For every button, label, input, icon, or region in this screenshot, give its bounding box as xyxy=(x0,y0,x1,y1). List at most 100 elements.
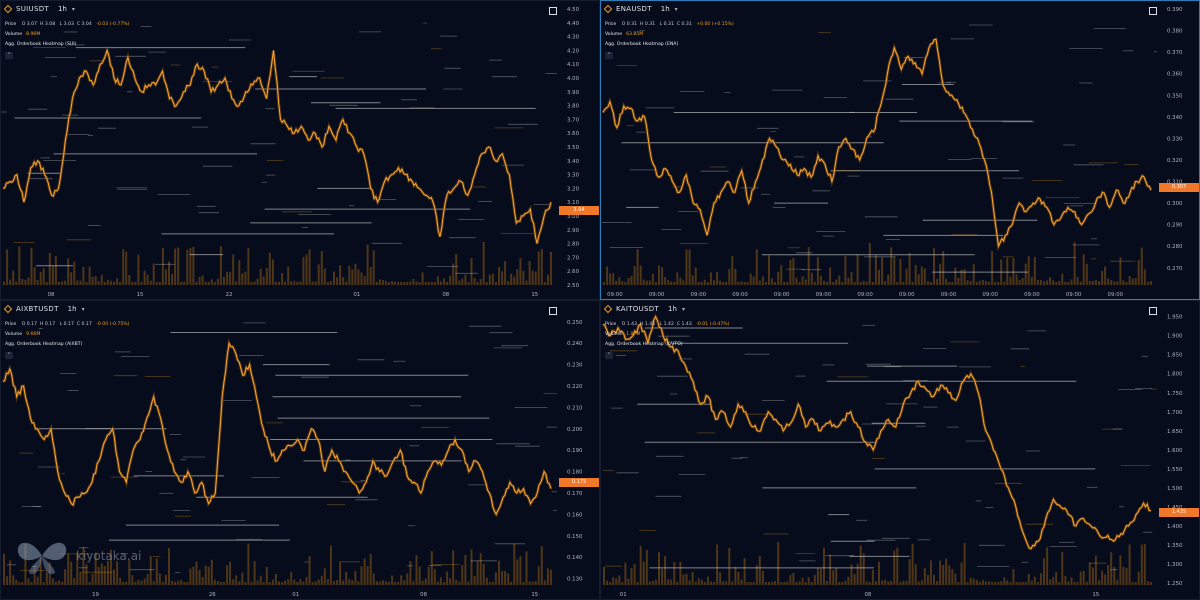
volume-bar xyxy=(491,273,494,285)
timeframe-selector[interactable]: 1h xyxy=(57,5,67,13)
volume-bar xyxy=(207,281,210,285)
volume-bar xyxy=(79,571,82,585)
y-tick-label: 3.50 xyxy=(567,145,580,151)
volume-bar xyxy=(798,282,801,285)
chart-panel-aixbtusdt[interactable]: 0.250 0.240 0.230 0.220 0.210 0.200 0.190 0.180… xyxy=(0,300,600,600)
volume-bar xyxy=(216,581,219,585)
collapse-legend-button[interactable]: ⌃ xyxy=(605,52,613,59)
volume-bar xyxy=(397,581,400,585)
collapse-legend-button[interactable]: ⌃ xyxy=(5,352,13,359)
chart-canvas[interactable]: 1.950 1.900 1.850 1.800 1.750 1.700 1.650 1.600… xyxy=(601,301,1200,600)
timeframe-selector[interactable]: 1h xyxy=(660,5,670,13)
ohlc-open: O 1.43 xyxy=(621,322,637,327)
volume-bar xyxy=(100,563,103,585)
symbol-header[interactable]: SUIUSDT 1h ▾ xyxy=(3,4,75,14)
y-tick-label: 2.70 xyxy=(567,255,580,261)
volume-bar xyxy=(85,282,88,285)
volume-bar xyxy=(1094,279,1097,285)
volume-bar xyxy=(262,276,265,285)
symbol-header[interactable]: KAITOUSDT 1h ▾ xyxy=(603,304,685,314)
volume-bar xyxy=(1046,280,1049,285)
volume-bar xyxy=(33,267,36,285)
fullscreen-icon[interactable] xyxy=(1149,307,1157,315)
chart-canvas[interactable]: 0.390 0.380 0.370 0.360 0.350 0.340 0.330 0.320… xyxy=(601,1,1200,300)
volume-bar xyxy=(180,579,183,585)
volume-bar xyxy=(1143,269,1146,285)
y-tick-label: 3.20 xyxy=(567,186,580,192)
symbol-name[interactable]: AIXBTUSDT xyxy=(16,305,59,313)
volume-bar xyxy=(746,282,749,285)
volume-bar xyxy=(388,581,390,585)
volume-bar xyxy=(317,264,320,285)
timeframe-selector[interactable]: 1h xyxy=(668,305,677,313)
chart-panel-enausdt[interactable]: 0.390 0.380 0.370 0.360 0.350 0.340 0.330 0.320… xyxy=(600,0,1200,300)
volume-bar xyxy=(271,259,274,285)
volume-bar xyxy=(204,282,207,285)
volume-bar xyxy=(67,258,70,285)
indicator-legend[interactable]: Agg. Orderbook Heatmap (SUI) xyxy=(5,42,77,47)
volume-bar xyxy=(229,561,232,585)
volume-value: 1.07M xyxy=(626,332,641,337)
volume-bar xyxy=(504,570,507,585)
collapse-legend-button[interactable]: ⌃ xyxy=(5,52,13,59)
volume-bar xyxy=(929,281,932,285)
symbol-name[interactable]: ENAUSDT xyxy=(616,5,652,13)
volume-bar xyxy=(314,581,317,585)
volume-bar xyxy=(664,276,667,285)
chevron-down-icon[interactable]: ▾ xyxy=(81,305,85,313)
volume-bar xyxy=(278,581,280,585)
volume-bar xyxy=(1143,543,1146,585)
x-axis: 09:00 09:00 09:00 09:00 09:00 09:00 09:00 09:00… xyxy=(607,292,1124,298)
fullscreen-icon[interactable] xyxy=(1149,7,1157,15)
y-tick-label: 0.290 xyxy=(1167,223,1183,229)
volume-bar xyxy=(1039,573,1042,585)
volume-bar xyxy=(241,572,244,585)
volume-bar xyxy=(528,260,531,285)
chevron-down-icon[interactable]: ▾ xyxy=(71,5,75,13)
volume-bar xyxy=(713,280,715,285)
volume-bar xyxy=(991,581,994,585)
chart-canvas[interactable]: 0.250 0.240 0.230 0.220 0.210 0.200 0.190 0.180… xyxy=(1,301,600,600)
symbol-header[interactable]: AIXBTUSDT 1h ▾ xyxy=(3,304,85,314)
chart-panel-suiusdt[interactable]: 4.50 4.40 4.30 4.20 4.10 4.00 3.90 3.80 3.70 3.60… xyxy=(0,0,600,300)
volume-bar xyxy=(116,278,119,285)
volume-bar xyxy=(1067,281,1070,285)
symbol-header[interactable]: ENAUSDT 1h ▾ xyxy=(603,4,678,14)
volume-bar xyxy=(192,566,195,585)
volume-bar xyxy=(149,280,152,285)
volume-bar xyxy=(917,274,920,285)
volume-bar xyxy=(323,568,326,585)
volume-bar xyxy=(633,266,636,285)
y-tick-label: 3.80 xyxy=(567,104,580,110)
volume-bar xyxy=(1024,582,1027,585)
volume-bar xyxy=(661,568,664,585)
volume-bar xyxy=(461,278,464,285)
indicator-legend[interactable]: Agg. Orderbook Heatmap (ENA) xyxy=(605,42,679,47)
volume-bar xyxy=(540,248,543,285)
fullscreen-icon[interactable] xyxy=(549,307,557,315)
volume-bar xyxy=(534,581,537,585)
x-tick-label: 01 xyxy=(292,592,299,598)
volume-bar xyxy=(948,282,951,285)
volume-bar xyxy=(1073,242,1076,285)
volume-bar xyxy=(1033,576,1036,585)
indicator-legend[interactable]: Agg. Orderbook Heatmap (AIXBT) xyxy=(5,342,83,347)
indicator-legend[interactable]: Agg. Orderbook Heatmap (KAITO) xyxy=(605,342,683,347)
fullscreen-icon[interactable] xyxy=(549,7,557,15)
volume-bar xyxy=(12,575,15,585)
symbol-name[interactable]: SUIUSDT xyxy=(16,5,49,13)
y-tick-label: 4.40 xyxy=(567,21,580,27)
chart-canvas[interactable]: 4.50 4.40 4.30 4.20 4.10 4.00 3.90 3.80 3.70 3.60… xyxy=(1,1,600,300)
chevron-down-icon[interactable]: ▾ xyxy=(674,5,678,13)
symbol-name[interactable]: KAITOUSDT xyxy=(616,305,660,313)
collapse-legend-button[interactable]: ⌃ xyxy=(605,352,613,359)
chevron-down-icon[interactable]: ▾ xyxy=(681,305,685,313)
y-tick-label: 0.230 xyxy=(567,363,583,369)
volume-bar xyxy=(305,576,308,585)
volume-bar xyxy=(893,550,896,585)
timeframe-selector[interactable]: 1h xyxy=(67,305,77,313)
volume-bar xyxy=(284,580,287,585)
chart-panel-kaitousdt[interactable]: 1.950 1.900 1.850 1.800 1.750 1.700 1.650 1.600… xyxy=(600,300,1200,600)
volume-bar xyxy=(137,254,140,285)
